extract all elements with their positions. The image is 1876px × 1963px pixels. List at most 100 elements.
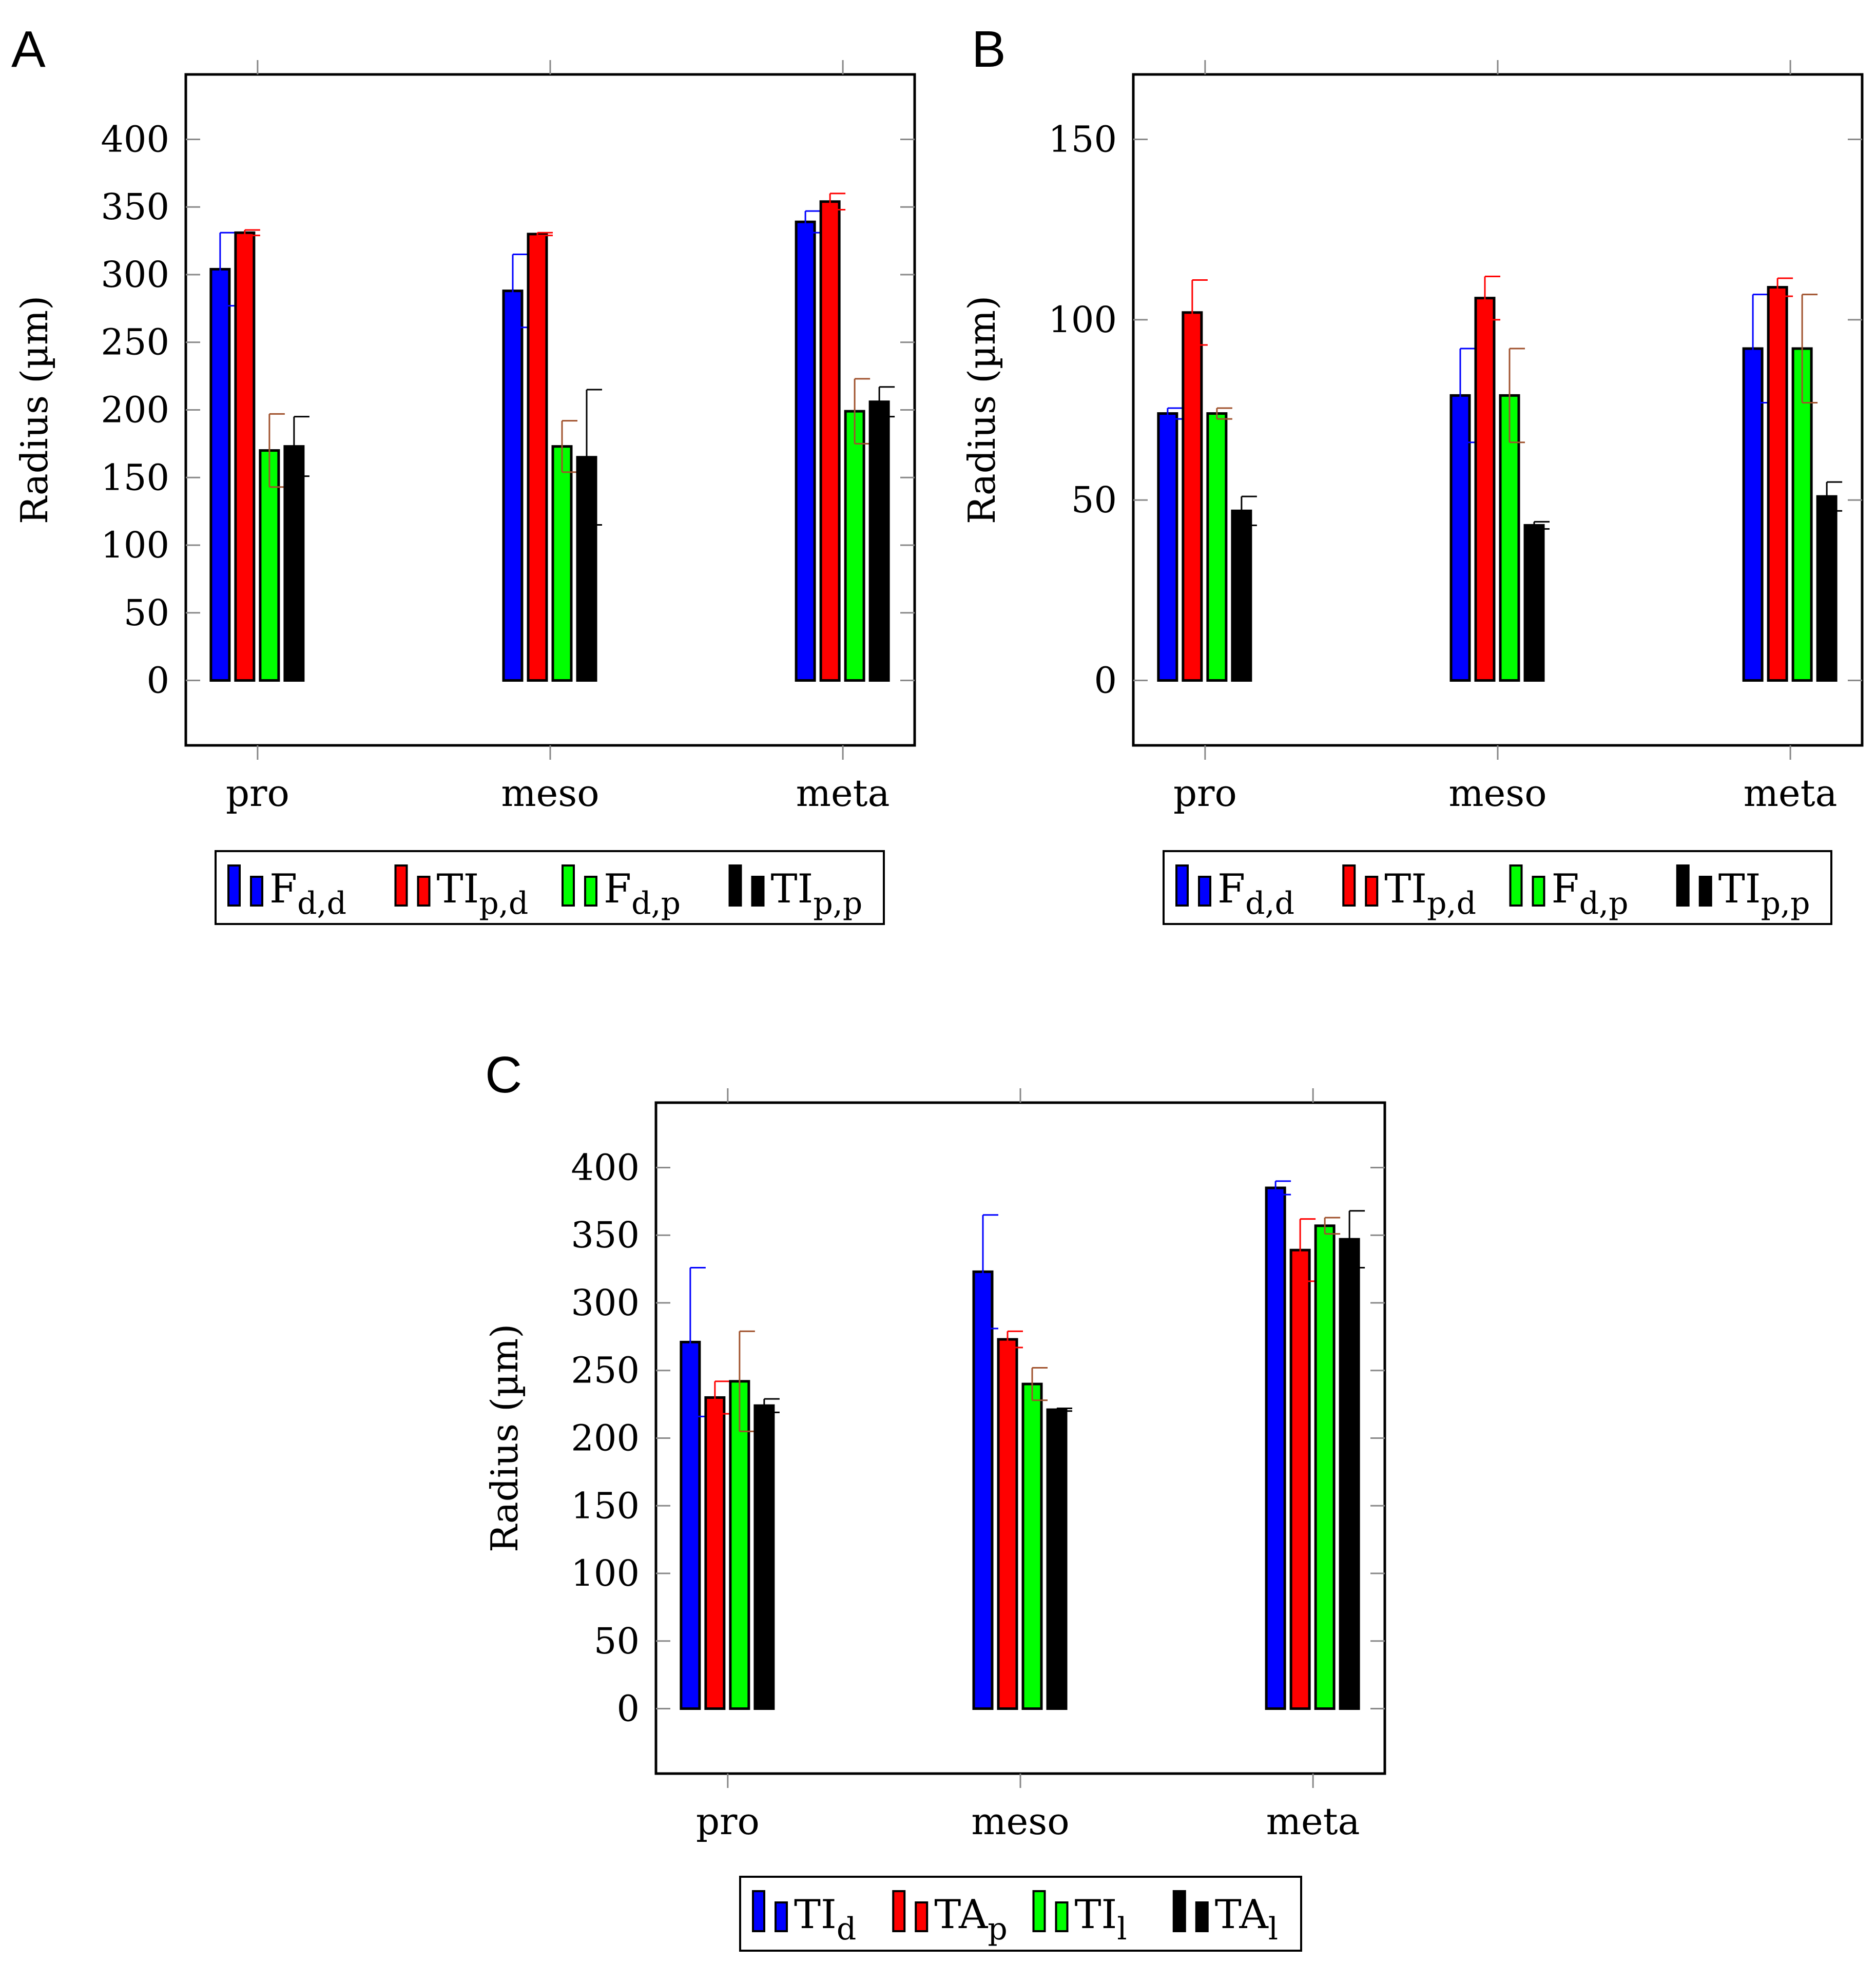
legend-swatch [562, 864, 575, 907]
legend-name: F [1217, 866, 1245, 912]
x-category-label: pro [1173, 772, 1237, 815]
bar [1339, 1238, 1360, 1710]
chart-panel-c: C 0 50 100 150 200 250 300 350 400 Radius (µm) pro m… [483, 1046, 1386, 1952]
y-tick-label: 350 [571, 1214, 640, 1256]
legend-subscript: d,d [297, 886, 346, 921]
y-tick-label: 100 [1048, 299, 1117, 341]
legend-swatch [227, 864, 241, 907]
legend-entry: TIl [1075, 1892, 1127, 1947]
legend-swatch [1172, 1890, 1186, 1932]
legend-entry: Fd,d [1217, 866, 1294, 921]
x-category-label: meso [971, 1800, 1069, 1843]
legend-entry: TId [794, 1892, 856, 1947]
legend-name: TI [771, 866, 814, 912]
y-tick-label: 350 [101, 186, 169, 228]
legend-name: F [604, 866, 631, 912]
legend-subscript: l [1268, 1911, 1278, 1947]
y-tick-label: 250 [101, 321, 169, 363]
bar [551, 445, 573, 682]
y-tick-label: 50 [594, 1620, 640, 1662]
legend-box [1163, 850, 1832, 925]
legend-swatch-small [417, 876, 431, 907]
y-tick-label: 400 [571, 1146, 640, 1188]
y-tick-label: 150 [1048, 118, 1117, 160]
legend-swatch-small [1198, 876, 1211, 907]
bar [868, 400, 890, 682]
bar [972, 1270, 994, 1710]
y-tick-label: 150 [101, 456, 169, 498]
legend-swatch [752, 1890, 765, 1932]
y-tick-label: 400 [101, 118, 169, 160]
bar [997, 1338, 1018, 1710]
legend-swatch-small [1532, 876, 1545, 907]
legend-swatch [1175, 864, 1189, 907]
bar [819, 200, 841, 682]
legend-swatch [394, 864, 408, 907]
legend-swatch [892, 1890, 906, 1932]
x-category-label: pro [696, 1800, 760, 1843]
legend-subscript: p,d [1427, 886, 1476, 921]
legend-subscript: p,p [813, 886, 862, 921]
legend-box [215, 850, 885, 925]
x-category-label: meta [1744, 772, 1838, 815]
legend-name: F [1552, 866, 1579, 912]
legend-swatch-small [1195, 1901, 1209, 1932]
legend-subscript: d,p [631, 886, 681, 921]
x-category-label: meta [1266, 1800, 1360, 1843]
bar [1314, 1224, 1336, 1710]
legend-subscript: p,p [1761, 886, 1810, 921]
x-category-label: meso [1448, 772, 1546, 815]
legend-swatch-small [1698, 876, 1712, 907]
panel-letter: B [972, 21, 1006, 78]
y-tick-label: 200 [571, 1417, 640, 1459]
x-category-label: pro [226, 772, 289, 815]
legend-subscript: d [837, 1911, 856, 1947]
bar [1474, 297, 1496, 682]
legend-subscript: d,d [1245, 886, 1294, 921]
legend-swatch [728, 864, 742, 907]
bar [234, 231, 256, 682]
y-tick-label: 200 [101, 389, 169, 431]
legend-subscript: p [988, 1911, 1007, 1947]
y-tick-label: 100 [101, 524, 169, 566]
x-category-label: meso [501, 772, 599, 815]
y-axis-title: Radius (µm) [13, 296, 56, 524]
x-category-label: meta [796, 772, 890, 815]
bar [283, 445, 305, 682]
legend-swatch [1032, 1890, 1046, 1932]
legend-entry: TIp,d [1384, 866, 1476, 921]
legend-entry: Fd,d [269, 866, 346, 921]
y-axis-title: Radius (µm) [960, 296, 1003, 524]
bar [1231, 509, 1252, 682]
y-tick-label: 150 [571, 1485, 640, 1527]
legend-entry: TAp [934, 1892, 1008, 1947]
legend-name: TI [1384, 866, 1427, 912]
legend-swatch-small [584, 876, 597, 907]
bar [704, 1396, 726, 1710]
legend-swatch [1509, 864, 1523, 907]
y-tick-label: 300 [101, 254, 169, 296]
bar [795, 220, 816, 682]
chart-panel-a: A 0 50 100 150 200 250 300 350 400 Radius (µm) pro m… [11, 21, 916, 925]
legend-swatch-small [751, 876, 765, 907]
bar [1791, 347, 1813, 682]
bar [1767, 286, 1788, 682]
bar [1021, 1382, 1043, 1710]
bar [1265, 1186, 1286, 1710]
legend-swatch [1342, 864, 1356, 907]
legend-entry: TAl [1215, 1892, 1278, 1947]
legend-swatch-small [1055, 1901, 1069, 1932]
legend-subscript: l [1117, 1911, 1127, 1947]
legend-name: TI [437, 866, 479, 912]
y-tick-label: 50 [124, 592, 169, 634]
bar [1046, 1408, 1068, 1710]
bar [753, 1404, 775, 1710]
y-tick-label: 0 [146, 660, 169, 702]
panel-letter: C [485, 1046, 522, 1104]
legend-name: TI [1075, 1892, 1117, 1938]
legend-entry: TIp,p [1718, 866, 1810, 921]
legend-name: TI [1718, 866, 1761, 912]
